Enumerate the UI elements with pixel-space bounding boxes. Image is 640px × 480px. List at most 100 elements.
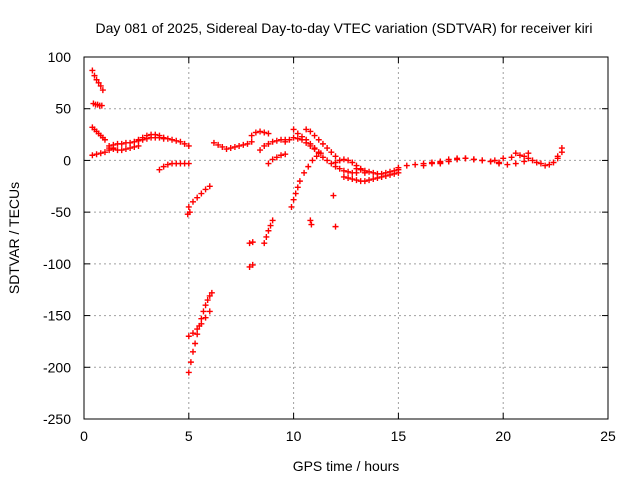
data-point — [292, 190, 299, 197]
data-point — [267, 222, 274, 229]
axis-ticks — [83, 56, 609, 420]
data-point — [296, 178, 303, 185]
data-point — [139, 134, 146, 141]
data-point — [479, 157, 486, 164]
data-point — [246, 240, 253, 247]
y-tick-label: 100 — [48, 49, 72, 65]
data-point — [160, 134, 167, 141]
data-point — [244, 140, 251, 147]
data-point — [487, 158, 494, 165]
y-tick-labels: -250 -200 -150 -100 -50 0 50 100 — [43, 49, 71, 427]
data-point — [208, 289, 215, 296]
data-point — [512, 150, 519, 157]
data-point — [366, 177, 373, 184]
data-point — [500, 155, 507, 162]
data-point — [353, 177, 360, 184]
data-point — [273, 154, 280, 161]
data-point — [265, 130, 272, 137]
data-point — [97, 82, 104, 89]
y-tick-label: 50 — [55, 101, 71, 117]
data-point — [521, 153, 528, 160]
data-point — [202, 302, 209, 309]
data-point — [248, 132, 255, 139]
data-point — [336, 165, 343, 172]
data-point — [200, 308, 207, 315]
data-point — [194, 194, 201, 201]
data-point — [332, 153, 339, 160]
data-point — [202, 314, 209, 321]
data-point — [546, 161, 553, 168]
data-point — [101, 149, 108, 156]
data-point — [370, 176, 377, 183]
data-point — [273, 137, 280, 144]
x-tick-label: 10 — [286, 428, 302, 444]
data-point — [301, 169, 308, 176]
data-point — [496, 160, 503, 167]
data-point — [345, 157, 352, 164]
data-point — [164, 135, 171, 142]
data-point — [192, 340, 199, 347]
data-point — [206, 183, 213, 190]
y-tick-label: -100 — [43, 256, 71, 272]
data-point — [194, 326, 201, 333]
data-point — [181, 140, 188, 147]
data-point — [332, 223, 339, 230]
data-point — [288, 203, 295, 210]
data-point — [491, 157, 498, 164]
data-point — [249, 261, 256, 268]
data-point — [330, 192, 337, 199]
data-point — [131, 138, 138, 145]
data-point — [249, 239, 256, 246]
data-point — [542, 162, 549, 169]
data-point — [118, 140, 125, 147]
data-point — [131, 143, 138, 150]
data-point — [294, 130, 301, 137]
data-point — [324, 157, 331, 164]
data-point — [382, 169, 389, 176]
data-point — [160, 163, 167, 170]
data-point — [349, 159, 356, 166]
data-point — [265, 160, 272, 167]
data-point — [294, 184, 301, 191]
data-point — [308, 221, 315, 228]
data-point — [313, 153, 320, 160]
data-point — [97, 150, 104, 157]
x-tick-labels: 0 5 10 15 20 25 — [80, 428, 616, 444]
data-point — [185, 142, 192, 149]
data-point — [189, 330, 196, 337]
data-point — [345, 175, 352, 182]
y-axis-label: SDTVAR / TECUs — [6, 182, 22, 294]
data-point — [311, 132, 318, 139]
data-point — [290, 196, 297, 203]
data-point — [537, 160, 544, 167]
data-point — [98, 102, 105, 109]
data-point — [290, 134, 297, 141]
data-point — [345, 168, 352, 175]
data-point — [307, 217, 314, 224]
data-point — [265, 227, 272, 234]
data-point — [185, 203, 192, 210]
data-point — [307, 128, 314, 135]
data-point — [508, 154, 515, 161]
data-point — [504, 161, 511, 168]
data-point — [349, 176, 356, 183]
x-tick-label: 0 — [80, 428, 88, 444]
chart-title: Day 081 of 2025, Sidereal Day-to-day VTE… — [96, 20, 593, 36]
data-point — [332, 159, 339, 166]
plot-frame — [83, 56, 609, 420]
data-point — [202, 186, 209, 193]
data-point — [303, 136, 310, 143]
data-point — [437, 160, 444, 167]
data-point — [521, 158, 528, 165]
data-point — [328, 160, 335, 167]
data-point — [127, 139, 134, 146]
data-point — [269, 156, 276, 163]
data-point — [445, 158, 452, 165]
data-point — [89, 152, 96, 159]
y-tick-label: -50 — [51, 204, 71, 220]
data-point — [246, 263, 253, 270]
data-point — [340, 167, 347, 174]
data-point — [378, 170, 385, 177]
x-tick-label: 15 — [391, 428, 407, 444]
